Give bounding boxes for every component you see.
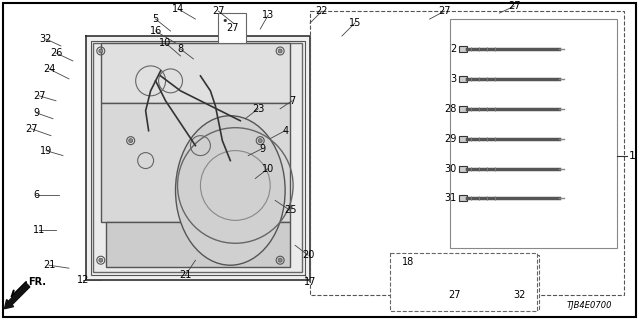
Text: 9: 9 bbox=[259, 144, 265, 154]
Text: 32: 32 bbox=[513, 290, 525, 300]
Text: 24: 24 bbox=[43, 64, 55, 74]
Text: 28: 28 bbox=[444, 104, 456, 114]
Text: 20: 20 bbox=[302, 250, 314, 260]
Bar bbox=[460, 76, 467, 82]
Circle shape bbox=[129, 139, 132, 143]
Bar bbox=[100, 43, 290, 103]
Text: 30: 30 bbox=[444, 164, 456, 173]
Bar bbox=[460, 46, 467, 52]
Text: 12: 12 bbox=[77, 275, 89, 285]
Text: 19: 19 bbox=[40, 146, 52, 156]
Text: 11: 11 bbox=[33, 225, 45, 235]
Text: 16: 16 bbox=[150, 26, 162, 36]
Text: 4: 4 bbox=[282, 126, 288, 136]
Text: 27: 27 bbox=[25, 124, 37, 134]
Text: 32: 32 bbox=[40, 34, 52, 44]
Text: FR.: FR. bbox=[28, 277, 46, 287]
Text: 5: 5 bbox=[152, 14, 159, 24]
Text: 22: 22 bbox=[316, 6, 328, 16]
Circle shape bbox=[278, 258, 282, 262]
FancyArrow shape bbox=[4, 284, 30, 309]
Text: 27: 27 bbox=[438, 6, 451, 16]
Text: 21: 21 bbox=[179, 270, 191, 280]
Text: 27: 27 bbox=[212, 6, 225, 16]
Circle shape bbox=[278, 49, 282, 53]
Bar bbox=[390, 253, 537, 311]
Polygon shape bbox=[86, 36, 310, 280]
Text: 27: 27 bbox=[448, 290, 461, 300]
Text: 27: 27 bbox=[226, 23, 239, 33]
Text: 8: 8 bbox=[177, 44, 184, 54]
Text: 2: 2 bbox=[451, 44, 456, 54]
Text: 14: 14 bbox=[172, 4, 184, 14]
Bar bbox=[460, 196, 467, 201]
Bar bbox=[106, 222, 290, 267]
Bar bbox=[100, 103, 290, 222]
Bar bbox=[218, 13, 246, 43]
Text: 3: 3 bbox=[451, 74, 456, 84]
Text: 27: 27 bbox=[508, 1, 520, 11]
Text: 15: 15 bbox=[349, 18, 361, 28]
Bar bbox=[93, 43, 302, 272]
Ellipse shape bbox=[175, 116, 285, 265]
Text: 23: 23 bbox=[252, 104, 264, 114]
Text: 10: 10 bbox=[159, 38, 172, 48]
Text: 26: 26 bbox=[50, 48, 62, 58]
Text: 1: 1 bbox=[629, 151, 636, 161]
Circle shape bbox=[99, 49, 103, 53]
Text: 10: 10 bbox=[262, 164, 275, 173]
Bar bbox=[460, 136, 467, 142]
Circle shape bbox=[258, 139, 262, 143]
Text: •: • bbox=[221, 16, 228, 26]
Bar bbox=[395, 255, 540, 310]
Text: 27: 27 bbox=[33, 91, 45, 101]
Text: 17: 17 bbox=[304, 277, 316, 287]
Text: 7: 7 bbox=[289, 96, 295, 106]
Circle shape bbox=[99, 258, 103, 262]
Text: 25: 25 bbox=[284, 205, 296, 215]
Text: 31: 31 bbox=[444, 193, 456, 204]
Text: 13: 13 bbox=[262, 10, 275, 20]
Text: 18: 18 bbox=[401, 257, 414, 267]
Bar bbox=[449, 19, 617, 248]
Bar bbox=[460, 165, 467, 172]
Text: 6: 6 bbox=[33, 190, 39, 200]
Text: TJB4E0700: TJB4E0700 bbox=[566, 300, 612, 309]
Bar bbox=[460, 106, 467, 112]
Text: 21: 21 bbox=[43, 260, 55, 270]
Text: 29: 29 bbox=[444, 134, 456, 144]
Text: 9: 9 bbox=[33, 108, 39, 118]
